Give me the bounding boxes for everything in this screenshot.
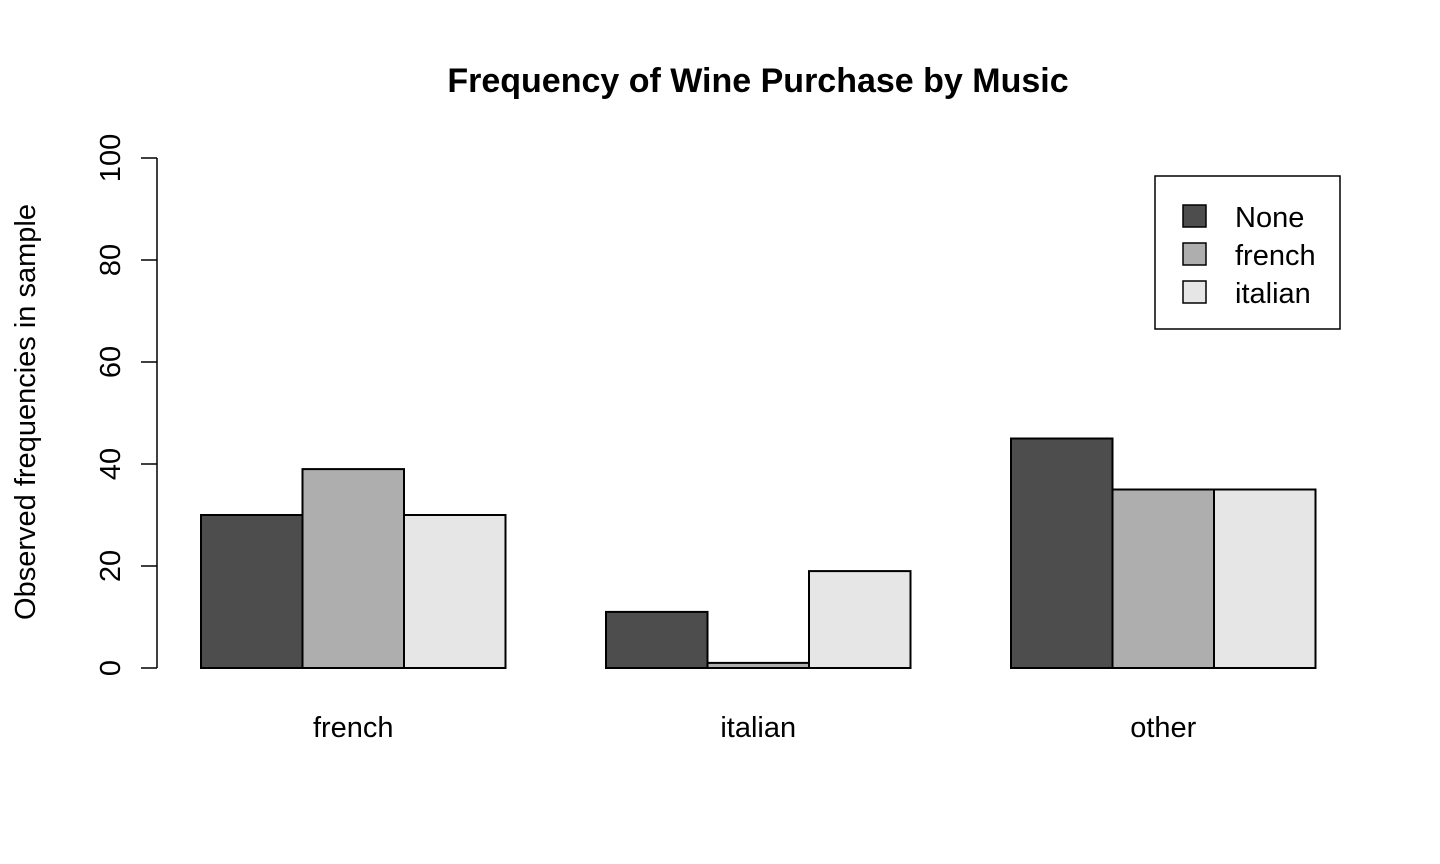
bar-italian-french <box>706 661 810 670</box>
legend-label: french <box>1235 240 1316 272</box>
legend-label: None <box>1235 202 1304 234</box>
bar-french-italian <box>403 514 507 669</box>
legend: None french italian <box>1154 175 1341 330</box>
bar-other-None <box>1010 437 1114 669</box>
bar-italian-italian <box>808 570 912 669</box>
x-tick-label: french <box>313 712 394 744</box>
y-tick-label: 20 <box>95 550 127 582</box>
legend-swatch <box>1182 280 1207 304</box>
legend-swatch <box>1182 242 1207 266</box>
x-tick-label: other <box>1130 712 1196 744</box>
bar-italian-None <box>605 610 709 670</box>
chart-title: Frequency of Wine Purchase by Music <box>447 62 1068 100</box>
y-axis: 0 20 40 60 80 100 <box>95 134 158 676</box>
y-tick-label: 0 <box>95 660 127 676</box>
bar-french-None <box>200 514 304 669</box>
bar-french-french <box>301 468 405 669</box>
x-tick-label: italian <box>720 712 796 744</box>
y-tick-label: 40 <box>95 448 127 480</box>
bars-layer <box>200 437 1317 670</box>
legend-label: italian <box>1235 278 1311 310</box>
y-tick-label: 80 <box>95 244 127 276</box>
bar-other-italian <box>1213 488 1317 669</box>
y-tick-label: 100 <box>95 134 127 182</box>
bar-other-french <box>1111 488 1215 669</box>
y-tick-label: 60 <box>95 346 127 378</box>
x-axis-labels: french italian other <box>313 712 1197 744</box>
legend-swatch <box>1182 204 1207 228</box>
y-axis-label: Observed frequencies in sample <box>10 204 42 620</box>
